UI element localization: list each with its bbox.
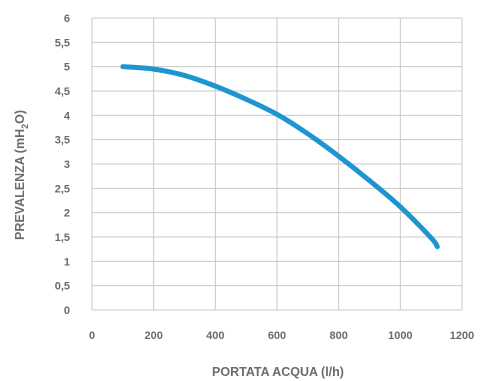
y-tick-label: 3	[64, 159, 70, 171]
y-axis-title-subscript: 2	[20, 124, 30, 129]
y-axis-title-end: O)	[13, 110, 27, 124]
y-axis-title-main: PREVALENZA (mH	[13, 129, 27, 240]
y-tick-label: 5	[64, 62, 70, 74]
pump-curve-line	[120, 64, 440, 250]
x-tick-label: 800	[329, 330, 347, 342]
y-axis-title: PREVALENZA (mH2O)	[13, 110, 30, 240]
x-tick-label: 400	[206, 330, 224, 342]
y-tick-label: 0	[64, 305, 70, 317]
y-tick-label: 6	[64, 13, 70, 25]
y-tick-label: 0,5	[55, 281, 70, 293]
x-tick-labels: 0 200 400 600 800 1000 1200	[89, 330, 474, 342]
x-tick-label: 600	[268, 330, 286, 342]
x-tick-label: 200	[144, 330, 162, 342]
y-tick-label: 2	[64, 208, 70, 220]
y-tick-label: 4	[64, 110, 71, 122]
x-axis-title: PORTATA ACQUA (l/h)	[212, 365, 344, 379]
x-tick-label: 1000	[388, 330, 412, 342]
y-tick-label: 5,5	[55, 37, 70, 49]
y-tick-label: 1,5	[55, 232, 70, 244]
y-tick-label: 3,5	[55, 135, 70, 147]
y-tick-label: 1	[64, 256, 70, 268]
x-tick-label: 1200	[450, 330, 474, 342]
x-tick-label: 0	[89, 330, 95, 342]
y-tick-labels: 0 0,5 1 1,5 2 2,5 3 3,5 4 4,5 5 5,5 6	[55, 13, 71, 317]
grid	[91, 17, 463, 311]
y-tick-label: 4,5	[55, 86, 70, 98]
series-layer	[120, 64, 440, 250]
y-tick-label: 2,5	[55, 183, 70, 195]
